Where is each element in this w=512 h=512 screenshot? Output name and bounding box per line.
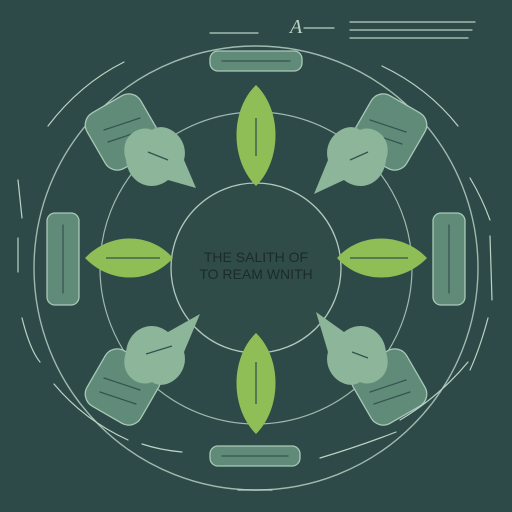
leaf-left <box>85 238 173 278</box>
top-right-text-block <box>303 21 476 39</box>
center-title-line-1: THE SALITH OF <box>204 249 308 265</box>
leaf-bottom-left <box>124 314 200 385</box>
left-box <box>46 212 80 306</box>
leaf-top <box>236 85 276 186</box>
leaf-right <box>337 238 427 278</box>
bottom-pill-box <box>209 445 301 467</box>
leaf-bottom <box>236 333 276 434</box>
leaf-bottom-right <box>316 312 388 385</box>
center-title-line-2: TO REAM WNITH <box>199 266 312 282</box>
leaf-top-right <box>314 127 388 194</box>
top-pill-box <box>209 50 303 72</box>
leaf-top-left <box>124 127 196 188</box>
logo-mark: A <box>288 16 303 38</box>
right-box <box>432 212 466 306</box>
outer-ring-text-marks <box>17 61 493 459</box>
